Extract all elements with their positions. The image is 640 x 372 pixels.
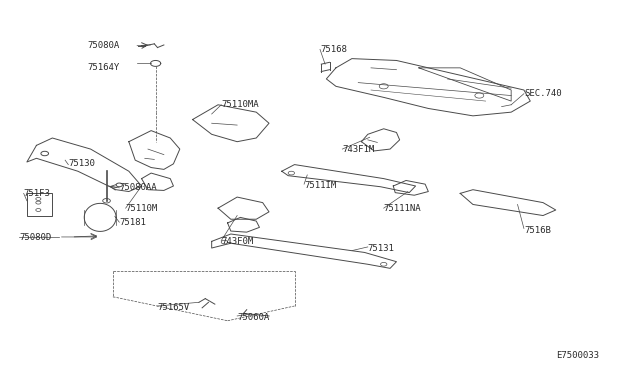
Text: 75131: 75131 bbox=[368, 244, 395, 253]
Text: 75110M: 75110M bbox=[125, 203, 158, 213]
Text: 7516B: 7516B bbox=[524, 226, 551, 235]
Text: 75060A: 75060A bbox=[237, 312, 269, 321]
Text: 75111NA: 75111NA bbox=[384, 203, 421, 213]
Text: 75164Y: 75164Y bbox=[88, 63, 120, 72]
Text: 743F0M: 743F0M bbox=[221, 237, 253, 246]
Text: 75080A: 75080A bbox=[88, 41, 120, 50]
Text: SEC.740: SEC.740 bbox=[524, 89, 561, 98]
Text: 75165V: 75165V bbox=[157, 303, 189, 312]
Text: 743F1M: 743F1M bbox=[342, 145, 374, 154]
Text: 75130: 75130 bbox=[68, 159, 95, 169]
Text: 751F3: 751F3 bbox=[24, 189, 51, 198]
Bar bbox=[27, 193, 52, 215]
Text: E7500033: E7500033 bbox=[556, 351, 599, 360]
Text: 75110MA: 75110MA bbox=[221, 100, 259, 109]
Text: 75181: 75181 bbox=[119, 218, 146, 227]
Text: 7511IM: 7511IM bbox=[304, 182, 336, 190]
Text: 75168: 75168 bbox=[320, 45, 347, 54]
Text: 75080D: 75080D bbox=[19, 233, 51, 242]
Text: 75080AA: 75080AA bbox=[119, 183, 157, 192]
